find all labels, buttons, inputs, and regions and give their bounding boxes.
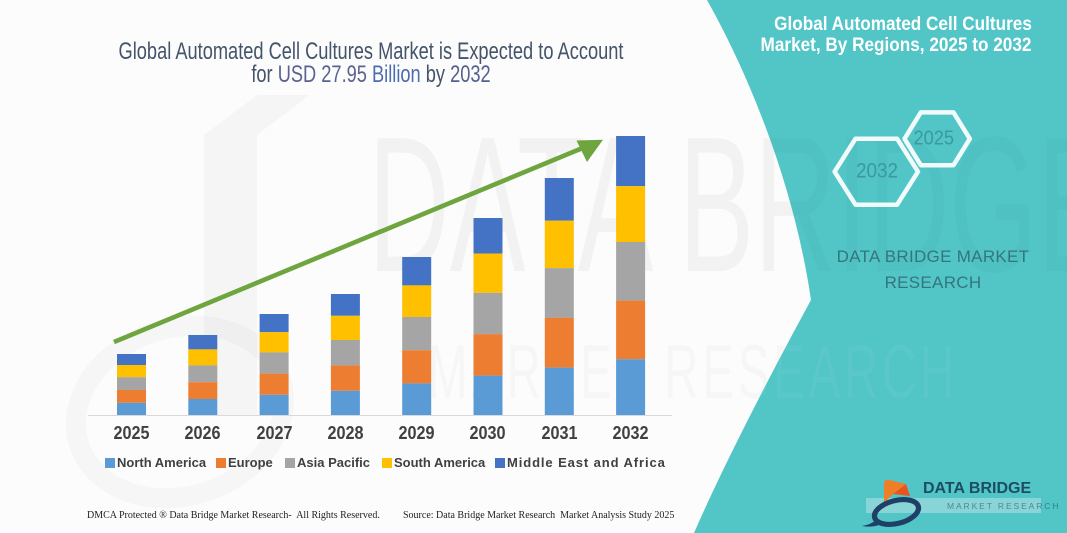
svg-text:2032: 2032 xyxy=(856,160,898,183)
svg-text:2025: 2025 xyxy=(914,128,955,150)
